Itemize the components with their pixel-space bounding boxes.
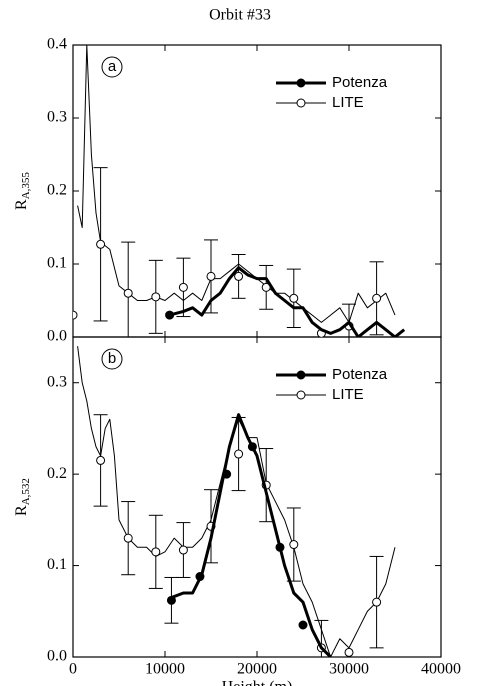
data-point [344,647,354,657]
legend-marker [296,98,306,108]
y-axis-label: RA,355 [13,172,32,210]
x-tick-label: 40000 [421,661,461,678]
data-point [178,282,188,292]
x-axis-label: Height (m) [222,679,293,686]
data-line [170,413,332,657]
data-point [289,293,299,303]
data-line [77,346,396,657]
legend-label: LITE [332,94,364,111]
data-point [234,271,244,281]
y-axis-label-main: R [13,199,30,210]
plot-area [77,346,396,657]
data-point [247,442,257,452]
data-point [289,540,299,550]
y-tick-label: 0.4 [47,36,67,53]
x-tick-label: 20000 [237,661,277,678]
y-axis-label-sub: A,532 [20,478,32,505]
panel-label: b [108,350,116,367]
legend-label: Potenza [332,366,388,383]
panel-label: a [108,58,117,75]
y-tick-label: 0.0 [47,328,67,345]
panel-label-circle [101,56,123,78]
data-point [222,469,232,479]
y-axis-label: RA,532 [13,478,32,516]
data-point [96,239,106,249]
data-point [73,310,78,320]
data-point [234,449,244,459]
data-point [206,271,216,281]
data-point [165,310,175,320]
data-point [96,455,106,465]
plot-area [73,45,406,337]
data-line [77,45,396,323]
y-tick-label: 0.1 [47,255,67,272]
data-point [298,620,308,630]
data-point [178,545,188,555]
legend-label: Potenza [332,74,388,91]
legend-marker [296,370,306,380]
plot-frame [72,336,442,658]
y-axis-label-sub: A,355 [20,172,32,200]
x-tick-label: 10000 [145,661,185,678]
y-tick-label: 0.0 [47,648,67,665]
y-tick-label: 0.2 [47,182,67,199]
data-point [372,293,382,303]
x-tick-label: 0 [69,661,77,678]
data-line [169,266,406,337]
legend-marker [296,390,306,400]
data-point [372,597,382,607]
x-tick-label: 30000 [329,661,369,678]
y-tick-label: 0.3 [47,109,67,126]
data-point [151,547,161,557]
y-axis-label-main: R [13,505,30,516]
legend-label: LITE [332,386,364,403]
y-tick-label: 0.1 [47,556,67,573]
data-point [151,292,161,302]
data-point [166,595,176,605]
data-point [123,288,133,298]
panel-label-circle [101,348,123,370]
legend-marker [296,78,306,88]
data-point [195,572,205,582]
chart-title: Orbit #33 [209,7,271,24]
y-tick-label: 0.3 [47,373,67,390]
data-point [123,533,133,543]
data-point [275,542,285,552]
y-tick-label: 0.2 [47,465,67,482]
